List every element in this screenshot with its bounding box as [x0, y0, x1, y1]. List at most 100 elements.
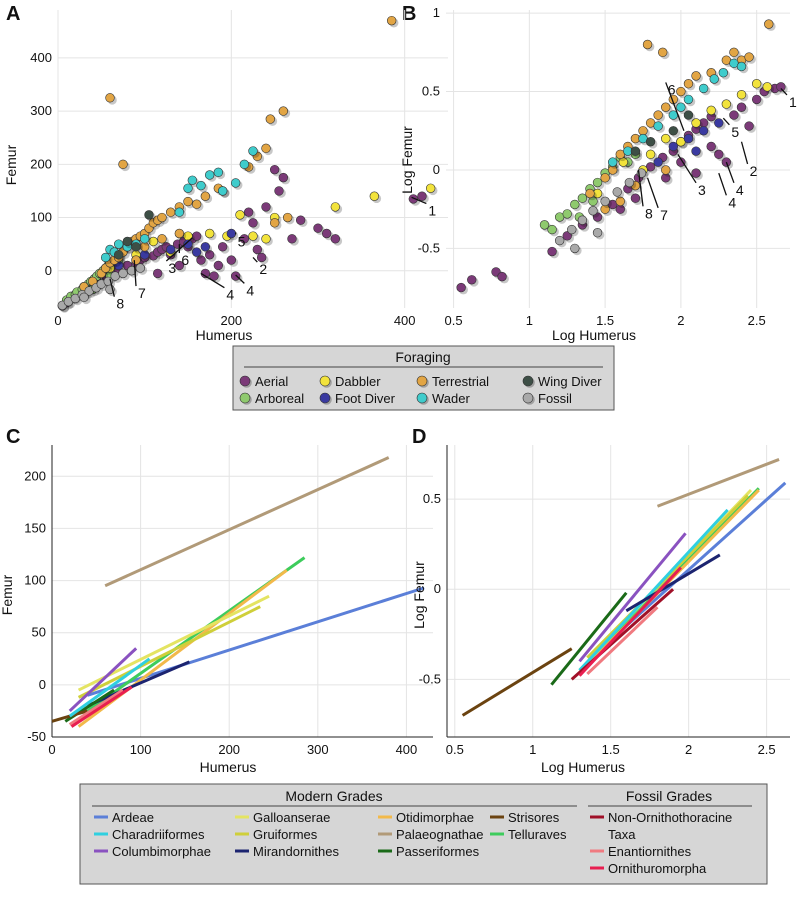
- panel-c-line-ornithuromorpha: [70, 685, 133, 728]
- panel-a-point-terrestrial: [278, 106, 289, 116]
- panel-b-point-terrestrial: [764, 19, 774, 29]
- panel-c-ytick: 200: [24, 468, 46, 483]
- panel-a-xtick: 0: [54, 313, 61, 328]
- panel-a-point-aerial: [209, 271, 219, 281]
- panel-b-point-terrestrial: [683, 79, 694, 89]
- grades-legend-label: Otidimorphae: [396, 810, 474, 825]
- panel-b-xtick: 2.5: [748, 313, 766, 328]
- panel-a-point-aerial: [313, 223, 323, 233]
- grades-legend-label: Columbimorphae: [112, 844, 211, 859]
- panel-b-point-fossil: [612, 187, 622, 197]
- panel-b-point-foot-diver: [698, 126, 709, 136]
- panel-b-annotation: 3: [698, 182, 706, 198]
- grades-legend-label: Taxa: [608, 827, 636, 842]
- panel-c-ytick: -50: [27, 729, 46, 744]
- panel-d-line-charadriiformes: [578, 508, 729, 672]
- panel-a-point-wader: [100, 252, 111, 263]
- panel-b-annotation-leader: [646, 177, 659, 209]
- panel-c-line-gruiformes: [77, 605, 261, 699]
- panel-b-point-aerial: [497, 271, 507, 282]
- panel-d-line-passeriformes: [550, 591, 628, 686]
- panel-a-point-aerial: [408, 194, 419, 204]
- panel-b-ytick: 0: [433, 162, 440, 177]
- panel-b-point-arboreal: [539, 220, 550, 230]
- panel-a-point-terrestrial: [386, 15, 397, 26]
- panel-a-annotation: 6: [181, 252, 189, 268]
- panel-a-point-aerial: [239, 234, 250, 244]
- panel-b-point-aerial: [562, 231, 572, 241]
- panel-b-point-wing-diver: [630, 146, 641, 156]
- panel-a-point-aerial: [174, 260, 185, 271]
- panel-d-xlabel: Log Humerus: [541, 759, 625, 775]
- panel-b-point-aerial: [714, 149, 724, 159]
- panel-d-ytick: 0.5: [423, 491, 441, 506]
- panel-b-point-wing-diver: [668, 126, 679, 136]
- panel-b-scatter: 0.5 1 1.5 2 2.5 -0.5 0 0.5 1 1 2 3 44 5 6 78: [418, 5, 797, 328]
- panel-b-annotation-leader: [740, 141, 749, 165]
- panel-d-xtick: 0.5: [446, 742, 464, 757]
- panel-b-point-aerial: [744, 121, 754, 131]
- foraging-legend-items: Aerial Dabbler Terrestrial Wing Diver Arbore…: [239, 374, 602, 406]
- panel-a-point-aerial: [287, 234, 297, 244]
- panel-b-point-foot-diver: [683, 133, 694, 144]
- panel-a-point-fossil: [118, 268, 128, 279]
- panel-a-point-aerial: [230, 271, 241, 281]
- panel-b-xtick: 1.5: [596, 313, 614, 328]
- panel-a-point-foot-diver: [226, 228, 237, 239]
- panel-a-point-wing-diver: [131, 242, 141, 252]
- panel-b-point-fossil: [592, 228, 603, 238]
- panel-d-ylabel: Log Femur: [411, 561, 427, 629]
- panel-a-scatter: 0 200 400 0 100 200 300 400 1 2 3 4 4 5 6 78: [30, 10, 448, 328]
- panel-a-point-aerial: [243, 207, 254, 217]
- panel-a-annotation: 2: [259, 261, 267, 277]
- foraging-legend-swatch: [319, 392, 331, 404]
- foraging-legend-label: Aerial: [255, 374, 288, 389]
- panel-a-point-terrestrial: [191, 199, 202, 209]
- panel-b-point-wader: [698, 83, 709, 94]
- panel-a-annotation-leader: [133, 260, 137, 287]
- panel-b-point-aerial: [547, 246, 557, 257]
- panel-b-annotation: 1: [789, 94, 797, 110]
- panel-d-xtick: 2: [685, 742, 692, 757]
- panel-b-point-foot-diver: [668, 141, 679, 152]
- panel-a-point-terrestrial: [183, 196, 193, 207]
- panel-a-point-terrestrial: [105, 93, 115, 103]
- panel-a-point-dabbler: [204, 228, 215, 239]
- panel-a-annotation: 4: [226, 287, 234, 303]
- panel-b-ylabel: Log Femur: [399, 126, 415, 194]
- panel-a-xtick: 400: [394, 313, 416, 328]
- panel-b-annotation-leader: [637, 169, 644, 207]
- panel-a-point-aerial: [226, 255, 237, 265]
- panel-a-point-aerial: [200, 268, 211, 279]
- foraging-legend-swatch: [522, 375, 534, 387]
- panel-label-c: C: [6, 426, 20, 448]
- panel-a-point-dabbler: [330, 202, 341, 212]
- panel-a-point-terrestrial: [282, 212, 293, 223]
- panel-c-ytick: 0: [39, 677, 46, 692]
- panel-a-point-wader: [248, 146, 258, 156]
- panel-a-point-wader: [196, 180, 206, 191]
- panel-a-xtick: 200: [220, 313, 242, 328]
- panel-b-point-arboreal: [570, 199, 580, 210]
- panel-b-point-aerial: [630, 193, 641, 203]
- panel-b-annotation-leader: [665, 82, 685, 131]
- panel-a-point-aerial: [152, 268, 163, 279]
- panel-a-point-terrestrial: [131, 255, 141, 265]
- panel-c-xtick: 100: [130, 742, 152, 757]
- fossil-grades-title: Fossil Grades: [626, 788, 712, 804]
- panel-b-point-terrestrial: [638, 126, 648, 136]
- panel-b-point-arboreal: [577, 193, 588, 203]
- panel-label-d: D: [412, 426, 426, 448]
- foraging-legend: Foraging Aerial Dabbler Terrestrial Wing Di…: [232, 345, 615, 411]
- foraging-legend-label: Wader: [432, 391, 470, 406]
- panel-d-line-ornithuromorpha: [578, 566, 682, 677]
- foraging-legend-swatch: [239, 392, 251, 404]
- panel-b-annotation-leader: [718, 172, 727, 196]
- panel-b-xtick: 2: [677, 313, 684, 328]
- panel-b-ytick: 0.5: [422, 84, 440, 99]
- panel-a-point-aerial: [252, 244, 263, 255]
- panel-a-point-wing-diver: [113, 250, 124, 260]
- panel-b-annotation: 2: [750, 163, 758, 179]
- foraging-legend-swatch: [239, 375, 251, 387]
